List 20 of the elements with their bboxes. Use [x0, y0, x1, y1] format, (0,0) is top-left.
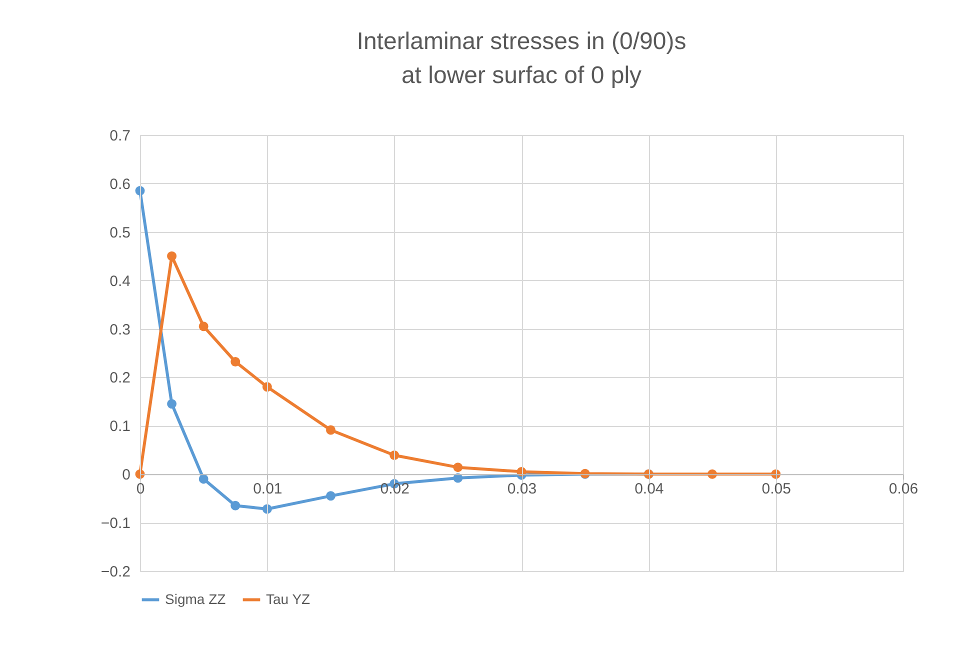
y-tick-label: 0.4: [110, 272, 130, 290]
y-tick-label: 0.7: [110, 128, 130, 144]
chart-title: Interlaminar stresses in (0/90)s at lower surfac of 0 ply: [356, 28, 686, 89]
y-tick-label: 0.5: [110, 224, 130, 242]
x-tick-label: 0: [136, 480, 145, 498]
y-tick-label: −0.2: [100, 564, 130, 580]
y-tick-label: −0.1: [100, 515, 130, 532]
y-tick-label: 0.6: [110, 176, 130, 193]
y-tick-label: 0.3: [110, 321, 130, 338]
x-tick-label: 0.02: [380, 480, 410, 498]
legend-label: Sigma ZZ: [165, 590, 226, 607]
x-tick-label: 0.05: [762, 480, 791, 498]
y-tick-label: 0: [122, 466, 130, 484]
x-tick-label: 0.01: [253, 480, 282, 498]
y-tick-label: 0.2: [110, 370, 130, 387]
x-tick-label: 0.06: [888, 480, 918, 498]
legend-label: Tau YZ: [266, 590, 311, 607]
y-tick-label: 0.1: [110, 418, 130, 436]
x-tick-label: 0.04: [634, 480, 664, 498]
x-tick-label: 0.03: [507, 480, 537, 498]
